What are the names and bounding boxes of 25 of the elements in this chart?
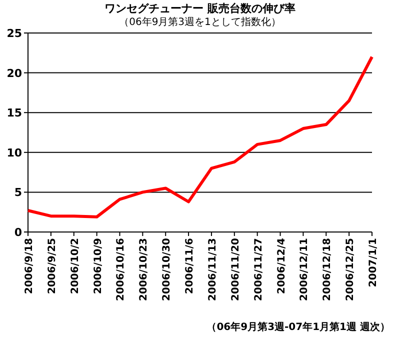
x-tick-label: 2006/11/6 (184, 238, 196, 294)
x-tick-label: 2006/10/2 (70, 238, 81, 294)
chart-subtitle: （06年9月第3週を1として指数化） (119, 16, 281, 28)
x-tick-label: 2006/10/30 (162, 238, 173, 301)
x-tick-label: 2006/10/16 (116, 238, 127, 301)
x-tick-label: 2006/12/4 (276, 238, 288, 294)
y-tick-label: 25 (6, 27, 22, 40)
chart-title: ワンセグチューナー 販売台数の伸び率 (104, 2, 296, 15)
text: （06年9月第3週-07年1月第1週 週次） (206, 321, 390, 333)
y-tick-label: 10 (6, 146, 22, 160)
y-tick-label: 5 (14, 186, 22, 200)
y-tick-label: 15 (6, 106, 22, 120)
x-tick-label: 2006/9/25 (46, 238, 58, 294)
x-tick-label: 2006/11/13 (207, 238, 218, 301)
y-tick-label: 20 (6, 66, 22, 80)
x-tick-label: 2006/12/25 (345, 238, 356, 301)
x-tick-label: 2006/12/18 (322, 238, 334, 301)
x-tick-label: 2006/11/20 (230, 238, 242, 301)
x-tick-label: 2006/10/23 (138, 238, 150, 301)
x-tick-label: 2006/9/18 (24, 238, 35, 294)
x-tick-label: 2006/10/9 (92, 238, 104, 294)
y-tick-label: 0 (14, 226, 22, 239)
x-tick-label: 2006/12/11 (299, 238, 310, 301)
x-tick-label: 2007/1/1 (368, 238, 379, 288)
x-tick-label: 2006/11/27 (253, 238, 264, 301)
